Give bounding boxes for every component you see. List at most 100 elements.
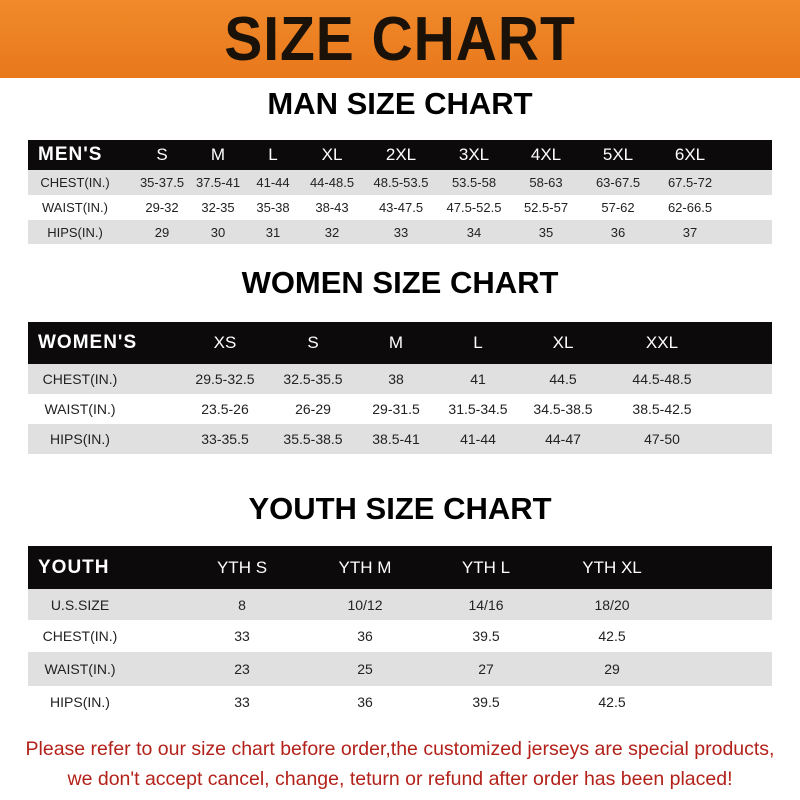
size-header: YTH M	[338, 557, 392, 577]
size-header: L	[473, 333, 483, 352]
table-cell: 48.5-53.5	[373, 175, 429, 190]
table-cell: 53.5-58	[451, 175, 497, 190]
table-cell: 29	[604, 661, 620, 677]
table-cell: 38.5-42.5	[632, 401, 692, 417]
table-cell: 35-38	[256, 200, 290, 215]
table-cell: 34.5-38.5	[533, 401, 593, 417]
table-cell: 37.5-41	[195, 175, 241, 190]
table-label: WOMEN'S	[38, 332, 138, 353]
table-cell: 41-44	[256, 175, 290, 190]
table-cell: 34	[466, 224, 482, 240]
table-cell: 32-35	[201, 200, 235, 215]
size-header: XS	[213, 333, 237, 352]
measurement-label: CHEST(IN.)	[42, 628, 118, 644]
measurement-label: WAIST(IN.)	[44, 401, 116, 417]
header-row: WOMEN'S XS S M L XL XXL	[28, 322, 772, 364]
table-cell: 35-37.5	[139, 175, 185, 190]
size-header: XL	[321, 145, 343, 164]
table-cell: 32	[324, 224, 340, 240]
table-cell: 18/20	[594, 596, 630, 613]
size-header: XXL	[645, 333, 679, 352]
table-cell: 14/16	[468, 596, 504, 613]
table-cell: 63-67.5	[595, 175, 641, 190]
table-cell: 33	[234, 694, 250, 710]
measurement-label: WAIST(IN.)	[44, 661, 116, 677]
table-cell: 29-31.5	[372, 401, 420, 417]
size-header: YTH XL	[582, 557, 642, 577]
header-row: MEN'S S M L XL 2XL 3XL 4XL 5XL 6XL	[28, 140, 772, 170]
table-cell: 33-35.5	[201, 431, 249, 447]
table-label: YOUTH	[38, 556, 110, 578]
table-cell: 42.5	[598, 694, 626, 710]
table-cell: 37	[682, 224, 698, 240]
table-cell: 52.5-57	[523, 200, 569, 215]
measurement-label: HIPS(IN.)	[50, 431, 110, 447]
table-cell: 26-29	[295, 401, 331, 417]
youth-size-table: YOUTH YTH S YTH M YTH L YTH XL U.S.SIZE 8 10/12…	[28, 546, 772, 718]
size-header: S	[156, 145, 168, 164]
table-cell: 29-32	[145, 200, 179, 215]
measurement-label: WAIST(IN.)	[42, 200, 108, 215]
measurement-label: CHEST(IN.)	[40, 175, 110, 190]
notice-line-1: Please refer to our size chart before or…	[25, 738, 775, 760]
table-row: U.S.SIZE 8 10/12 14/16 18/20	[28, 589, 772, 620]
table-row: WAIST(IN.) 29-32 32-35 35-38 38-43 43-47.5 47.…	[28, 195, 772, 220]
table-cell: 47.5-52.5	[446, 200, 502, 215]
table-cell: 44-48.5	[309, 175, 355, 190]
size-header: 5XL	[602, 145, 634, 164]
table-row: HIPS(IN.) 33-35.5 35.5-38.5 38.5-41 41-44 44-…	[28, 424, 772, 454]
youth-section-title: YOUTH SIZE CHART	[248, 491, 552, 526]
table-cell: 33	[393, 224, 409, 240]
table-cell: 41	[470, 371, 486, 387]
banner: SIZE CHART	[0, 0, 800, 78]
table-cell: 10/12	[347, 596, 383, 613]
measurement-label: HIPS(IN.)	[47, 224, 103, 240]
size-header: 3XL	[458, 145, 490, 164]
table-cell: 27	[478, 661, 494, 677]
women-section-title: WOMEN SIZE CHART	[241, 265, 559, 300]
table-cell: 32.5-35.5	[283, 371, 343, 387]
table-row: HIPS(IN.) 29 30 31 32 33 34 35 36 37	[28, 220, 772, 244]
table-row: CHEST(IN.) 29.5-32.5 32.5-35.5 38 41 44.5 44.5…	[28, 364, 772, 394]
table-cell: 36	[357, 694, 373, 710]
table-cell: 39.5	[472, 628, 500, 644]
table-row: WAIST(IN.) 23.5-26 26-29 29-31.5 31.5-34.5 34…	[28, 394, 772, 424]
table-cell: 44-47	[545, 431, 581, 447]
table-cell: 39.5	[472, 694, 500, 710]
table-label: MEN'S	[38, 144, 103, 165]
table-cell: 43-47.5	[378, 200, 424, 215]
men-size-table: MEN'S S M L XL 2XL 3XL 4XL 5XL 6XL CHEST(IN.) 35-37…	[28, 140, 772, 244]
table-cell: 30	[210, 224, 226, 240]
banner-title: SIZE CHART	[224, 5, 576, 74]
size-header: 6XL	[674, 145, 706, 164]
header-row: YOUTH YTH S YTH M YTH L YTH XL	[28, 546, 772, 589]
table-cell: 38.5-41	[372, 431, 420, 447]
table-cell: 23	[234, 661, 250, 677]
table-row: CHEST(IN.) 35-37.5 37.5-41 41-44 44-48.5 48.5…	[28, 170, 772, 195]
size-header: XL	[552, 333, 574, 352]
table-cell: 67.5-72	[667, 175, 713, 190]
table-cell: 44.5-48.5	[632, 371, 692, 387]
table-cell: 47-50	[644, 431, 680, 447]
table-cell: 33	[234, 628, 250, 644]
table-cell: 38	[388, 371, 404, 387]
size-header: S	[307, 333, 319, 352]
table-cell: 35	[538, 224, 554, 240]
table-row: HIPS(IN.) 33 36 39.5 42.5	[28, 686, 772, 718]
table-cell: 29	[154, 224, 170, 240]
size-header: M	[210, 145, 226, 164]
notice: Please refer to our size chart before or…	[0, 734, 800, 794]
table-cell: 31.5-34.5	[448, 401, 508, 417]
measurement-label: U.S.SIZE	[50, 596, 110, 613]
table-cell: 58-63	[529, 175, 563, 190]
table-cell: 29.5-32.5	[195, 371, 255, 387]
table-cell: 38-43	[315, 200, 349, 215]
size-header: YTH S	[216, 557, 268, 577]
table-cell: 44.5	[549, 371, 577, 387]
table-cell: 36	[610, 224, 626, 240]
table-cell: 62-66.5	[667, 200, 713, 215]
table-cell: 36	[357, 628, 373, 644]
table-cell: 25	[357, 661, 373, 677]
size-header: YTH L	[461, 557, 511, 577]
